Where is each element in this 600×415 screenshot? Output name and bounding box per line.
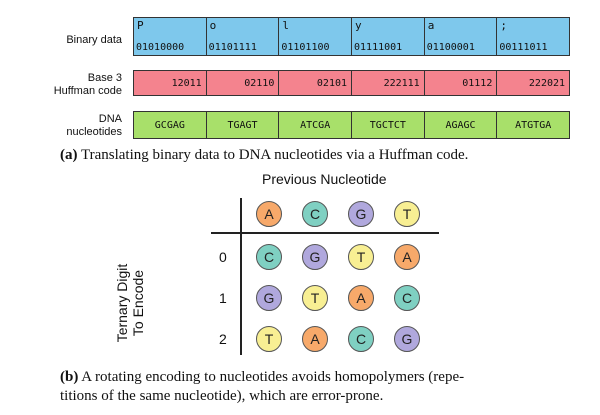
grid-circle: A [348,285,374,311]
grid-circle: C [256,244,282,270]
huffman-code: 222021 [528,77,566,89]
dna-label-line2: nucleotides [66,126,122,138]
dna-cell: AGAGC [423,112,497,138]
binary-cell: l 01101100 [278,18,352,55]
dna-label-line1: DNA [98,113,122,125]
header-circle: T [394,201,420,227]
caption-a: (a) Translating binary data to DNA nucle… [60,146,468,165]
huffman-code: 222111 [383,77,420,89]
grid-circle: C [394,285,420,311]
header-circle: G [348,201,374,227]
grid-circle: A [394,244,420,270]
grid-circle: T [348,244,374,270]
row-digit: 0 [219,249,227,265]
dna-sequence: ATGTGA [515,119,552,131]
grid-circle: T [256,326,282,352]
dna-cell: TGCTCT [351,112,424,138]
grid-circle: C [348,326,374,352]
row-digit: 1 [219,290,227,306]
huffman-code: 02110 [244,77,275,89]
huffman-code: 01112 [462,77,493,89]
dna-cell: TGAGT [205,112,279,138]
binary-bits: 01101100 [281,42,330,53]
dna-strip: GCGAG TGAGT ATCGA TGCTCT AGAGC ATGTGA [133,111,570,139]
binary-char: y [355,19,362,32]
binary-cell: ; 00111011 [496,18,570,55]
grid-circle: A [302,326,328,352]
header-circle: A [256,201,282,227]
caption-b-line1: (b) A rotating encoding to nucleotides a… [60,368,464,387]
binary-char: l [282,19,289,32]
binary-bits: 00111011 [499,42,548,53]
grid-circle: G [302,244,328,270]
grid-circle: G [394,326,420,352]
binary-cell: P 01010000 [134,18,206,55]
caption-a-text: Translating binary data to DNA nucleotid… [80,147,469,163]
binary-char: ; [500,19,507,32]
huffman-label-line2: Huffman code [53,85,122,97]
header-divider [211,232,439,234]
huffman-cell: 222021 [496,71,570,95]
binary-cell: a 01100001 [423,18,497,55]
dna-cell: ATGTGA [496,112,570,138]
binary-data-label: Binary data [66,34,122,46]
dna-sequence: TGAGT [227,119,258,131]
huffman-strip: 12011 02110 02101 222111 01112 222021 [133,70,570,96]
binary-char: a [427,19,435,32]
column-title: Previous Nucleotide [262,171,387,187]
caption-a-label: (a) [60,147,78,163]
caption-b-text1: A rotating encoding to nucleotides avoid… [81,369,465,385]
binary-bits: 01010000 [136,42,185,53]
row-digit: 2 [219,331,227,347]
huffman-cell: 02101 [278,71,352,95]
dna-sequence: ATCGA [300,119,331,131]
header-circle: C [302,201,328,227]
binary-cell: o 01101111 [205,18,279,55]
huffman-label-line1: Base 3 [87,72,122,84]
dna-sequence: TGCTCT [369,119,406,131]
dna-cell: ATCGA [278,112,352,138]
dna-cell: GCGAG [134,112,206,138]
caption-b-label: (b) [60,369,79,385]
binary-bits: 01111001 [354,42,403,53]
binary-cell: y 01111001 [351,18,424,55]
caption-b-line2: titions of the same nucleotide), which a… [60,388,384,404]
binary-strip: P 01010000 o 01101111 l 01101100 y 01111… [133,17,570,56]
grid-circle: G [256,285,282,311]
grid-circle: T [302,285,328,311]
binary-bits: 01100001 [426,42,475,53]
dna-sequence: GCGAG [154,119,185,131]
huffman-code: 02101 [316,77,348,89]
binary-char: P [137,19,144,32]
binary-char: o [209,19,217,32]
row-divider [240,198,242,355]
huffman-cell: 12011 [134,71,206,95]
huffman-cell: 02110 [205,71,279,95]
huffman-code: 12011 [171,77,202,89]
huffman-cell: 222111 [351,71,424,95]
binary-bits: 01101111 [208,42,257,53]
dna-sequence: AGAGC [445,119,476,131]
huffman-cell: 01112 [423,71,497,95]
